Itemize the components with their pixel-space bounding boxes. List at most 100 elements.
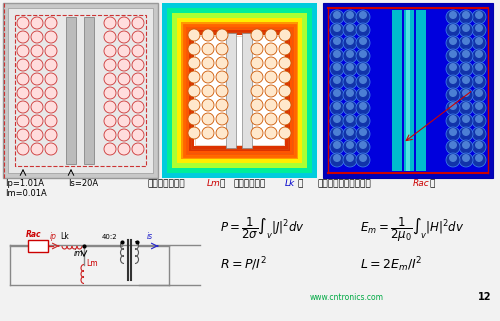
Circle shape	[472, 10, 486, 24]
Circle shape	[346, 128, 354, 136]
Circle shape	[462, 115, 470, 123]
Circle shape	[216, 57, 228, 69]
Circle shape	[472, 36, 486, 50]
Text: ip: ip	[50, 232, 57, 241]
Circle shape	[17, 115, 29, 127]
Circle shape	[45, 31, 57, 43]
Text: Is=20A: Is=20A	[68, 179, 98, 188]
Text: 12: 12	[478, 292, 492, 302]
Circle shape	[346, 141, 354, 149]
Circle shape	[45, 45, 57, 57]
Circle shape	[188, 29, 200, 41]
Circle shape	[462, 24, 470, 32]
Circle shape	[132, 59, 144, 71]
Text: $L = 2E_m / I^2$: $L = 2E_m / I^2$	[360, 255, 422, 274]
Circle shape	[31, 87, 43, 99]
Circle shape	[279, 29, 291, 41]
Circle shape	[359, 50, 367, 58]
Text: 漏磁通分布（: 漏磁通分布（	[234, 179, 266, 188]
Circle shape	[459, 10, 473, 24]
Circle shape	[251, 127, 263, 139]
Circle shape	[279, 99, 291, 111]
Circle shape	[333, 128, 341, 136]
Circle shape	[330, 127, 344, 141]
Text: Rac: Rac	[413, 179, 430, 188]
Circle shape	[356, 62, 370, 76]
Circle shape	[31, 129, 43, 141]
Circle shape	[330, 153, 344, 167]
Circle shape	[333, 50, 341, 58]
Bar	[187, 28, 292, 153]
Circle shape	[132, 17, 144, 29]
Circle shape	[472, 153, 486, 167]
Circle shape	[279, 71, 291, 83]
Circle shape	[265, 99, 277, 111]
Circle shape	[343, 88, 357, 102]
Bar	[185, 26, 294, 155]
Circle shape	[449, 102, 457, 110]
Circle shape	[475, 102, 483, 110]
Text: ）: ）	[297, 179, 302, 188]
Circle shape	[475, 37, 483, 45]
Circle shape	[104, 87, 116, 99]
Circle shape	[45, 87, 57, 99]
Circle shape	[31, 59, 43, 71]
Circle shape	[359, 24, 367, 32]
Circle shape	[333, 154, 341, 162]
Circle shape	[330, 75, 344, 89]
Circle shape	[118, 59, 130, 71]
Circle shape	[346, 50, 354, 58]
Circle shape	[104, 143, 116, 155]
Circle shape	[343, 49, 357, 63]
Circle shape	[132, 115, 144, 127]
Circle shape	[251, 57, 263, 69]
Text: ）: ）	[430, 179, 436, 188]
Circle shape	[475, 141, 483, 149]
Circle shape	[343, 36, 357, 50]
Circle shape	[356, 88, 370, 102]
Circle shape	[118, 17, 130, 29]
Circle shape	[356, 49, 370, 63]
Circle shape	[216, 29, 228, 41]
Circle shape	[202, 127, 214, 139]
Circle shape	[462, 141, 470, 149]
Circle shape	[104, 59, 116, 71]
Circle shape	[462, 11, 470, 19]
Circle shape	[45, 17, 57, 29]
Circle shape	[446, 75, 460, 89]
Circle shape	[330, 140, 344, 154]
Circle shape	[346, 102, 354, 110]
Circle shape	[330, 36, 344, 50]
Text: is: is	[147, 232, 153, 241]
Circle shape	[188, 71, 200, 83]
Bar	[416, 10, 426, 171]
Bar	[84, 17, 94, 164]
Circle shape	[449, 115, 457, 123]
Bar	[181, 22, 298, 159]
Circle shape	[202, 99, 214, 111]
Circle shape	[459, 75, 473, 89]
Bar	[242, 33, 252, 148]
Circle shape	[446, 36, 460, 50]
Circle shape	[356, 10, 370, 24]
Text: Ip=1.01A: Ip=1.01A	[5, 179, 44, 188]
Circle shape	[346, 154, 354, 162]
Circle shape	[346, 76, 354, 84]
Circle shape	[45, 115, 57, 127]
Circle shape	[45, 73, 57, 85]
Circle shape	[279, 127, 291, 139]
Bar	[189, 30, 290, 151]
Text: 40:2: 40:2	[102, 234, 118, 240]
Bar	[406, 10, 410, 171]
Circle shape	[446, 127, 460, 141]
Circle shape	[446, 23, 460, 37]
Circle shape	[343, 140, 357, 154]
Circle shape	[17, 143, 29, 155]
Bar	[8, 8, 153, 173]
Bar	[195, 36, 284, 145]
Circle shape	[446, 88, 460, 102]
Circle shape	[343, 114, 357, 128]
Text: Lk: Lk	[60, 232, 69, 241]
Circle shape	[472, 140, 486, 154]
Circle shape	[216, 85, 228, 97]
